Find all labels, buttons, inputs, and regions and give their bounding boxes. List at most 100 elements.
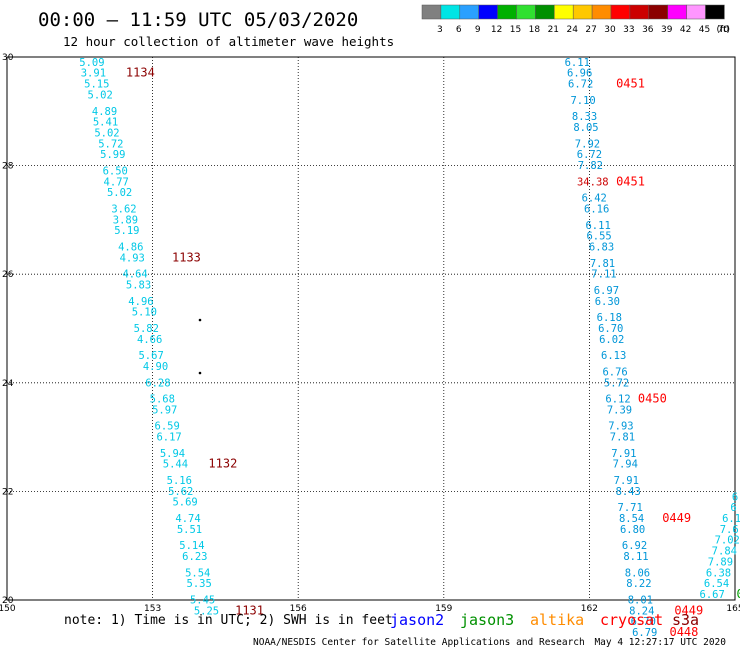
wave-height-value: 6.11 <box>565 57 590 69</box>
wave-height-value: 7.81 <box>590 258 615 270</box>
legend-label: 6 <box>456 25 462 35</box>
wave-height-value: 6.12 <box>605 394 630 406</box>
legend-swatch <box>572 4 593 20</box>
legend-label: 3 <box>437 25 443 35</box>
legend-swatch <box>705 4 725 20</box>
satellite-label-s3a: s3a <box>672 611 699 629</box>
wave-height-value: 5.51 <box>177 524 202 536</box>
wave-height-value: 5.41 <box>93 117 118 129</box>
wave-height-value: 5.14 <box>179 540 204 552</box>
chart-subtitle: 12 hour collection of altimeter wave hei… <box>63 34 394 49</box>
wave-height-value: 5.16 <box>167 475 192 487</box>
wave-height-value: 6.83 <box>589 242 614 254</box>
pass-time-label: 0 <box>736 587 740 601</box>
pass-time-label: 1131 <box>235 603 264 617</box>
wave-height-value: 5.35 <box>187 578 212 590</box>
wave-height-value: 6.72 <box>577 149 602 161</box>
wave-height-value: 8.01 <box>628 594 653 606</box>
legend-label: (ft) <box>716 25 730 35</box>
wave-height-value: 8.06 <box>625 567 650 579</box>
wave-height-value: 6.59 <box>155 421 180 433</box>
legend-swatch <box>459 4 479 20</box>
wave-height-value: 4.96 <box>128 296 153 308</box>
legend-label: 30 <box>604 25 616 35</box>
wave-height-value: 7.10 <box>570 95 595 107</box>
y-tick-label: 26 <box>2 270 14 280</box>
wave-height-value: 7.11 <box>591 269 616 281</box>
wave-height-value: 4.89 <box>92 106 117 118</box>
wave-height-value: 7.91 <box>611 448 636 460</box>
legend-label: 45 <box>699 25 710 35</box>
wave-height-value: 4.86 <box>118 242 143 254</box>
satellite-legend: jason2 jason3 altika cryosat s3a <box>390 611 699 629</box>
legend-swatch <box>497 4 517 20</box>
y-tick-label: 24 <box>2 379 14 389</box>
legend-label: 27 <box>585 25 596 35</box>
wave-height-value: 6.79 <box>632 627 657 639</box>
wave-height-value: 6.70 <box>631 616 656 628</box>
wave-height-value: 8.22 <box>626 578 651 590</box>
wave-height-value: 8.54 <box>619 513 644 525</box>
wave-height-value: 8.05 <box>573 122 598 134</box>
wave-height-value: 6 <box>730 502 736 514</box>
wave-height-value: 7.6 <box>720 524 739 536</box>
y-tick-label: 28 <box>2 162 14 172</box>
wave-height-value: 7.92 <box>575 138 600 150</box>
wave-height-value: 7.91 <box>614 475 639 487</box>
wave-height-value: 6 <box>732 491 738 503</box>
wave-height-value: 5.97 <box>152 404 177 416</box>
wave-height-value: 4.77 <box>104 176 129 188</box>
data-labels: 5.093.915.155.024.895.415.025.725.996.50… <box>79 57 740 639</box>
satellite-label-jason3: jason3 <box>460 611 514 629</box>
wave-height-value: 5.69 <box>172 497 197 509</box>
grid <box>6 56 736 601</box>
legend-label: 18 <box>529 25 541 35</box>
wave-height-value: 7.89 <box>708 556 733 568</box>
legend-label: 36 <box>642 25 654 35</box>
satellite-label-altika: altika <box>530 611 584 629</box>
footer-note: note: 1) Time is in UTC; 2) SWH is in fe… <box>64 613 393 628</box>
wave-height-value: 5.54 <box>185 567 210 579</box>
legend-swatch <box>535 4 555 20</box>
wave-height-value: 5.44 <box>163 459 188 471</box>
legend-swatch <box>421 4 442 20</box>
pass-time-label: 1133 <box>172 250 201 264</box>
marker-dot <box>198 318 202 322</box>
wave-height-value: 8.43 <box>616 486 641 498</box>
legend-label: 9 <box>475 25 481 35</box>
wave-height-value: 6.50 <box>103 165 128 177</box>
pass-time-label: 0451 <box>616 77 645 91</box>
wave-height-value: 7.82 <box>578 160 603 172</box>
wave-height-value: 6.28 <box>145 377 170 389</box>
wave-height-value: 6.96 <box>567 68 592 80</box>
wave-height-value: 5.45 <box>190 594 215 606</box>
wave-height-value: 7.81 <box>610 432 635 444</box>
legend-swatch <box>667 4 687 20</box>
wave-height-value: 4.90 <box>143 361 168 373</box>
legend-swatch <box>554 4 574 20</box>
wave-height-value: 6.97 <box>594 285 619 297</box>
wave-height-value: 6.02 <box>599 334 624 346</box>
x-tick-label: 165 <box>726 604 740 614</box>
wave-height-value: 5.68 <box>150 394 175 406</box>
y-tick-label: 20 <box>2 596 14 606</box>
legend-label: 42 <box>680 25 691 35</box>
wave-height-value: 6.23 <box>182 551 207 563</box>
legend-label: 15 <box>510 25 521 35</box>
wave-height-value: 4.66 <box>137 334 162 346</box>
x-tick-label: 156 <box>290 604 307 614</box>
wave-height-value: 5.15 <box>84 79 109 91</box>
wave-height-value: 6.30 <box>595 296 620 308</box>
wave-height-value: 4.74 <box>175 513 200 525</box>
wave-height-value: 5.19 <box>114 225 139 237</box>
wave-height-value: 6.38 <box>706 567 731 579</box>
wave-height-value: 5.94 <box>160 448 185 460</box>
wave-height-value: 6.18 <box>597 312 622 324</box>
wave-height-value: 5.82 <box>134 323 159 335</box>
wave-height-value: 5.02 <box>88 89 113 101</box>
legend-swatch <box>591 4 612 20</box>
wave-height-value: 7.71 <box>618 502 643 514</box>
legend-swatch <box>478 4 498 20</box>
wave-height-value: 4.64 <box>122 269 147 281</box>
